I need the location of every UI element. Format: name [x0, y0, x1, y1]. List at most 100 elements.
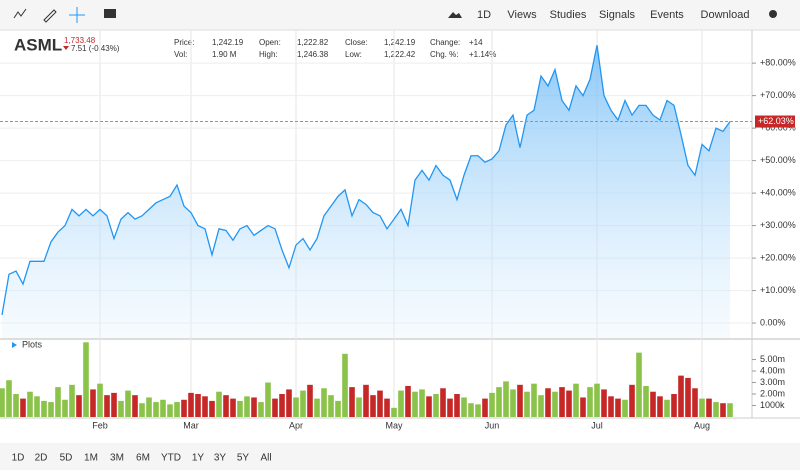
quote-value: 1,246.38 — [297, 50, 329, 59]
y-tick-label: +40.00% — [760, 187, 796, 197]
volume-bar — [335, 400, 341, 417]
volume-bar — [370, 395, 376, 417]
range-button[interactable]: All — [260, 453, 271, 464]
range-button[interactable]: 1Y — [192, 453, 205, 464]
toolbar-button[interactable]: Views — [507, 9, 537, 21]
volume-bar — [216, 391, 222, 417]
volume-bar — [713, 402, 719, 417]
volume-bar — [545, 388, 551, 417]
volume-bar — [356, 397, 362, 417]
volume-bar — [0, 388, 5, 417]
toolbar-button[interactable]: Events — [650, 9, 684, 21]
volume-bar — [188, 392, 194, 417]
y-tick-label: 5.00m — [760, 354, 785, 364]
volume-bar — [496, 387, 502, 417]
volume-bar — [671, 394, 677, 417]
volume-bar — [601, 389, 607, 417]
volume-bar — [608, 396, 614, 417]
volume-bar — [132, 395, 138, 417]
crosshair-icon[interactable] — [69, 7, 85, 23]
volume-bar — [531, 383, 537, 417]
volume-bar — [636, 352, 642, 417]
volume-bar — [111, 392, 117, 417]
volume-bar — [440, 388, 446, 417]
settings-icon[interactable] — [769, 10, 777, 18]
volume-bar — [321, 388, 327, 417]
quote-value: 1,222.82 — [297, 38, 329, 47]
range-button[interactable]: 6M — [136, 453, 150, 464]
volume-bar — [27, 391, 33, 417]
volume-bar — [118, 400, 124, 417]
draw-tool-icon[interactable] — [13, 8, 27, 19]
range-button[interactable]: 5Y — [237, 453, 250, 464]
volume-bar — [405, 385, 411, 417]
down-arrow — [63, 46, 69, 50]
volume-bar — [6, 380, 12, 417]
volume-bar — [251, 397, 257, 417]
toolbar-button[interactable]: 1D — [477, 9, 491, 21]
volume-bar — [139, 403, 145, 417]
volume-bar — [258, 402, 264, 417]
range-bar — [0, 443, 800, 470]
range-button[interactable]: 3M — [110, 453, 124, 464]
volume-bar — [706, 398, 712, 417]
volume-bar — [300, 390, 306, 417]
volume-bar — [328, 395, 334, 417]
y-tick-label: 3.00m — [760, 377, 785, 387]
range-button[interactable]: 2D — [35, 453, 48, 464]
x-tick-label: Jun — [485, 420, 500, 430]
quote-label: Low: — [345, 50, 362, 59]
volume-bar — [643, 385, 649, 417]
volume-bar — [237, 400, 243, 417]
volume-bar — [97, 383, 103, 417]
volume-bar — [678, 375, 684, 417]
x-tick-label: Aug — [694, 420, 710, 430]
volume-bar — [34, 396, 40, 417]
y-tick-label: +50.00% — [760, 155, 796, 165]
volume-bar — [69, 384, 75, 417]
quote-label: High: — [259, 50, 278, 59]
range-button[interactable]: YTD — [161, 453, 181, 464]
pencil-icon[interactable] — [43, 9, 57, 23]
price-area — [2, 45, 730, 338]
volume-bar — [13, 394, 19, 417]
volume-bar — [517, 384, 523, 417]
chart-type-icon[interactable] — [448, 12, 462, 18]
volume-bar — [48, 402, 54, 417]
y-tick-label: 0.00% — [760, 317, 786, 327]
volume-bar — [692, 388, 698, 417]
volume-bar — [125, 390, 131, 417]
toolbar-button[interactable]: Download — [701, 9, 750, 21]
range-button[interactable]: 3Y — [214, 453, 227, 464]
quote-label: Open: — [259, 38, 281, 47]
range-button[interactable]: 1M — [84, 453, 98, 464]
toolbar — [0, 0, 800, 30]
y-tick-label: 2.00m — [760, 388, 785, 398]
volume-bar — [265, 382, 271, 417]
plots-toggle[interactable] — [12, 342, 17, 348]
volume-bar — [286, 389, 292, 417]
volume-bar — [622, 399, 628, 417]
range-button[interactable]: 1D — [12, 453, 25, 464]
quote-value: 1,242.19 — [384, 38, 416, 47]
quote-value: +14 — [469, 38, 483, 47]
toolbar-button[interactable]: Studies — [550, 9, 587, 21]
x-tick-label: Feb — [92, 420, 108, 430]
comment-icon[interactable] — [104, 9, 116, 18]
volume-bar — [566, 390, 572, 417]
volume-bar — [594, 383, 600, 417]
volume-bar — [629, 384, 635, 417]
plots-label[interactable]: Plots — [22, 339, 43, 349]
volume-bar — [412, 391, 418, 417]
volume-bar — [419, 389, 425, 417]
toolbar-button[interactable]: Signals — [599, 9, 636, 21]
volume-bar — [181, 399, 187, 417]
volume-bar — [160, 399, 166, 417]
quote-value: 1,222.42 — [384, 50, 416, 59]
volume-bar — [447, 398, 453, 417]
x-tick-label: Mar — [183, 420, 199, 430]
range-button[interactable]: 5D — [60, 453, 73, 464]
volume-bar — [685, 377, 691, 417]
volume-bar — [391, 407, 397, 417]
